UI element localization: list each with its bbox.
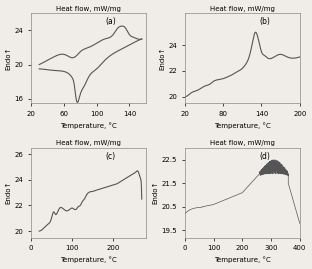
Title: Heat flow, mW/mg: Heat flow, mW/mg bbox=[210, 140, 275, 146]
Text: (c): (c) bbox=[106, 152, 116, 161]
Text: (d): (d) bbox=[260, 152, 271, 161]
Title: Heat flow, mW/mg: Heat flow, mW/mg bbox=[56, 140, 121, 146]
Title: Heat flow, mW/mg: Heat flow, mW/mg bbox=[56, 6, 121, 12]
Title: Heat flow, mW/mg: Heat flow, mW/mg bbox=[210, 6, 275, 12]
Y-axis label: Endo↑: Endo↑ bbox=[6, 47, 12, 70]
X-axis label: Temperature, °C: Temperature, °C bbox=[214, 257, 271, 263]
Text: (b): (b) bbox=[260, 17, 271, 26]
X-axis label: Temperature, °C: Temperature, °C bbox=[60, 122, 117, 129]
X-axis label: Temperature, °C: Temperature, °C bbox=[60, 257, 117, 263]
X-axis label: Temperature, °C: Temperature, °C bbox=[214, 122, 271, 129]
Y-axis label: Endo↑: Endo↑ bbox=[153, 181, 159, 204]
Text: (a): (a) bbox=[106, 17, 116, 26]
Y-axis label: Endo↑: Endo↑ bbox=[159, 47, 166, 70]
Y-axis label: Endo↑: Endo↑ bbox=[6, 181, 12, 204]
